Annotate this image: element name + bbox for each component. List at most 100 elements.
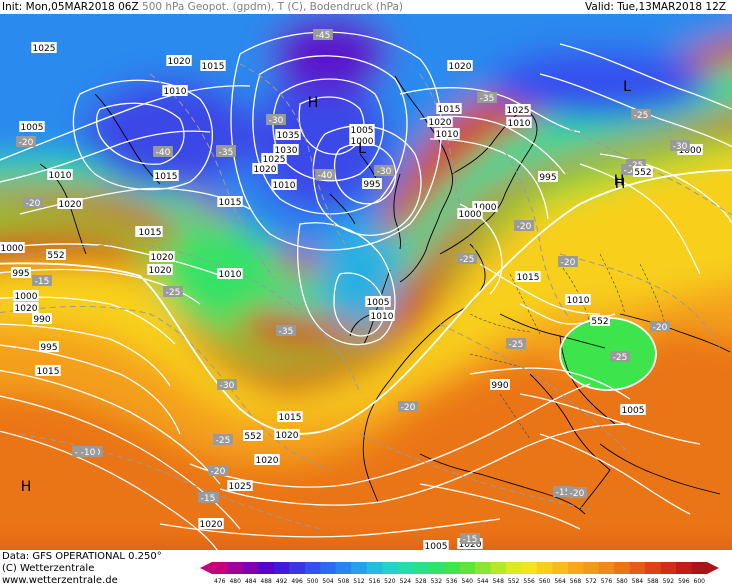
legend-tick-label: 488 <box>260 578 272 584</box>
svg-text:-20: -20 <box>26 199 41 209</box>
temperature-label: -25 <box>506 338 526 350</box>
pressure-label: 1020 <box>274 429 300 441</box>
legend-tick-label: 484 <box>245 578 257 584</box>
pressure-label: 1015 <box>277 411 303 423</box>
valid-time: Valid: Tue,13MAR2018 12Z <box>585 1 726 13</box>
svg-text:1020: 1020 <box>449 62 472 72</box>
temperature-label: -30 <box>670 140 690 152</box>
pressure-label: 1025 <box>227 480 253 492</box>
temperature-label: -20 <box>208 465 228 477</box>
legend-color-swatch <box>629 562 646 574</box>
pressure-label: 1020 <box>447 60 473 72</box>
temperature-label: -25 <box>163 286 183 298</box>
svg-text:1000: 1000 <box>474 203 497 213</box>
svg-text:1030: 1030 <box>275 146 298 156</box>
svg-text:-30: -30 <box>377 167 392 177</box>
svg-text:-25: -25 <box>460 255 475 265</box>
svg-text:1015: 1015 <box>438 105 461 115</box>
legend-color-swatch <box>552 562 569 574</box>
svg-text:1010: 1010 <box>436 130 459 140</box>
svg-text:1015: 1015 <box>139 228 162 238</box>
temperature-label: -20 <box>23 197 43 209</box>
pressure-label: 1020 <box>198 518 224 530</box>
low-pressure-center: L <box>358 141 366 157</box>
temperature-label: -20 <box>514 220 534 232</box>
legend-color-swatch <box>490 562 507 574</box>
svg-text:1025: 1025 <box>263 155 286 165</box>
svg-text:995: 995 <box>539 173 556 183</box>
pressure-label: 1000 <box>13 290 39 302</box>
pressure-label: 1015 <box>153 170 179 182</box>
legend-color-swatch <box>227 562 244 574</box>
legend-color-swatch <box>598 562 615 574</box>
pressure-label: 1005 <box>349 124 375 136</box>
svg-text:-35: -35 <box>279 327 294 337</box>
svg-text:-25: -25 <box>634 111 649 121</box>
legend-tick-label: 568 <box>570 578 582 584</box>
temperature-label: -25 <box>631 109 651 121</box>
legend-tick-label: 540 <box>462 578 474 584</box>
svg-text:1015: 1015 <box>219 198 242 208</box>
temperature-label: -35 <box>477 92 497 104</box>
svg-text:1005: 1005 <box>425 542 448 550</box>
legend-tick-label: 560 <box>539 578 551 584</box>
legend-tick-label: 544 <box>477 578 489 584</box>
pressure-label: 1020 <box>147 264 173 276</box>
svg-text:-15: -15 <box>463 535 478 545</box>
legend-color-swatch <box>567 562 584 574</box>
pressure-label: 995 <box>362 178 382 190</box>
svg-text:-30: -30 <box>673 142 688 152</box>
svg-text:1010: 1010 <box>567 296 590 306</box>
svg-text:-20: -20 <box>561 258 576 268</box>
pressure-label: 1020 <box>252 163 278 175</box>
temperature-label: -35 <box>276 325 296 337</box>
svg-text:1025: 1025 <box>33 44 56 54</box>
pressure-label: 1000 <box>472 201 498 213</box>
pressure-label: 1010 <box>162 85 188 97</box>
pressure-label: 1015 <box>35 365 61 377</box>
pressure-label: 1015 <box>137 226 163 238</box>
svg-text:-30: -30 <box>220 381 235 391</box>
geopotential-label: 552 <box>243 430 263 442</box>
legend-color-swatch <box>459 562 476 574</box>
svg-text:1005: 1005 <box>622 406 645 416</box>
legend-color-swatch <box>397 562 414 574</box>
svg-text:552: 552 <box>591 317 608 327</box>
legend-color-swatch <box>583 562 600 574</box>
svg-text:990: 990 <box>491 381 508 391</box>
svg-text:552: 552 <box>634 168 651 178</box>
legend-color-swatch <box>521 562 538 574</box>
svg-text:-20: -20 <box>401 403 416 413</box>
temperature-labels: -45-40-35-40-30-35-30-25-20-15-20-25-35-… <box>16 29 690 545</box>
legend-color-swatch <box>660 562 677 574</box>
svg-text:1020: 1020 <box>459 540 482 550</box>
pressure-label: 1035 <box>275 129 301 141</box>
svg-text:995: 995 <box>12 269 29 279</box>
svg-text:1015: 1015 <box>155 172 178 182</box>
pressure-label: 1030 <box>273 144 299 156</box>
legend-color-swatch <box>273 562 290 574</box>
svg-text:1035: 1035 <box>277 131 300 141</box>
pressure-label: 990 <box>490 379 510 391</box>
pressure-label: 1010 <box>47 169 73 181</box>
legend-color-swatch <box>474 562 491 574</box>
pressure-label: 1015 <box>200 60 226 72</box>
svg-text:-30: -30 <box>624 166 639 176</box>
legend-color-swatch <box>366 562 383 574</box>
temperature-label: -45 <box>313 29 333 41</box>
legend-tick-label: 524 <box>400 578 412 584</box>
init-time: Init: Mon,05MAR2018 06Z 500 hPa Geopot. … <box>2 1 404 13</box>
legend-tick-label: 512 <box>353 578 365 584</box>
legend-tick-label: 516 <box>369 578 381 584</box>
legend-color-swatch <box>536 562 553 574</box>
svg-text:1020: 1020 <box>59 200 82 210</box>
pressure-label: 1015 <box>436 103 462 115</box>
legend-tick-label: 476 <box>214 578 226 584</box>
svg-text:1010: 1010 <box>508 119 531 129</box>
svg-text:1020: 1020 <box>256 456 279 466</box>
svg-text:1015: 1015 <box>279 413 302 423</box>
pressure-label: 1010 <box>434 128 460 140</box>
high-pressure-center: H <box>614 173 625 189</box>
low-pressure-center: L <box>623 79 631 95</box>
